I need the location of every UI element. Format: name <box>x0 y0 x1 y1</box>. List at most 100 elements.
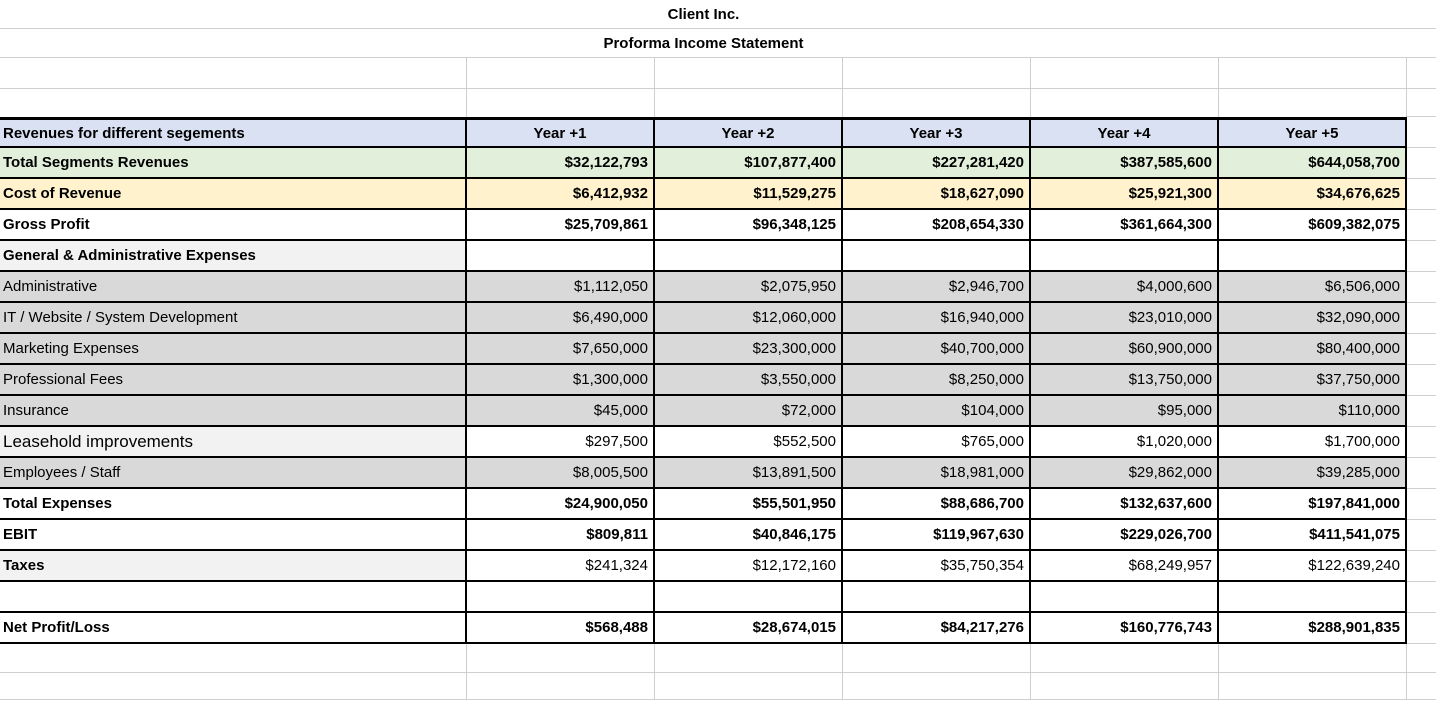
cell-value[interactable]: $227,281,420 <box>843 148 1031 179</box>
cell-value[interactable]: $229,026,700 <box>1031 520 1219 551</box>
cell-row-label[interactable]: Professional Fees <box>0 365 467 396</box>
cell-value[interactable]: $84,217,276 <box>843 613 1031 644</box>
cell-value[interactable]: $40,700,000 <box>843 334 1031 365</box>
cell-empty[interactable] <box>1407 673 1436 700</box>
cell-empty[interactable] <box>1407 303 1436 334</box>
cell-empty[interactable] <box>1407 241 1436 272</box>
cell-empty[interactable] <box>1407 29 1436 58</box>
cell-value[interactable]: $297,500 <box>467 427 655 458</box>
cell-empty[interactable] <box>1219 89 1407 117</box>
cell-value[interactable]: $25,921,300 <box>1031 179 1219 210</box>
cell-empty[interactable] <box>1407 365 1436 396</box>
cell-value[interactable]: $3,550,000 <box>655 365 843 396</box>
cell-value[interactable] <box>467 241 655 272</box>
cell-value[interactable] <box>655 241 843 272</box>
cell-value[interactable]: $55,501,950 <box>655 489 843 520</box>
cell-empty[interactable] <box>1407 148 1436 179</box>
cell-value[interactable]: $13,891,500 <box>655 458 843 489</box>
cell-value[interactable]: $122,639,240 <box>1219 551 1407 582</box>
cell-empty[interactable] <box>1219 58 1407 89</box>
cell-corner-header[interactable]: Revenues for different segements <box>0 117 467 148</box>
cell-value[interactable]: $208,654,330 <box>843 210 1031 241</box>
cell-row-label[interactable]: IT / Website / System Development <box>0 303 467 334</box>
cell-row-label[interactable]: General & Administrative Expenses <box>0 241 467 272</box>
cell-value[interactable]: $568,488 <box>467 613 655 644</box>
cell-year-header[interactable]: Year +4 <box>1031 117 1219 148</box>
cell-value[interactable]: $132,637,600 <box>1031 489 1219 520</box>
cell-empty[interactable] <box>1219 673 1407 700</box>
cell-value[interactable]: $34,676,625 <box>1219 179 1407 210</box>
cell-value[interactable]: $8,005,500 <box>467 458 655 489</box>
cell-value[interactable] <box>843 241 1031 272</box>
cell-value[interactable]: $2,946,700 <box>843 272 1031 303</box>
cell-value[interactable]: $80,400,000 <box>1219 334 1407 365</box>
cell-empty[interactable] <box>1407 89 1436 117</box>
cell-empty[interactable] <box>655 89 843 117</box>
cell-empty[interactable] <box>1407 427 1436 458</box>
cell-row-label[interactable]: Insurance <box>0 396 467 427</box>
cell-year-header[interactable]: Year +1 <box>467 117 655 148</box>
cell-row-label[interactable]: Gross Profit <box>0 210 467 241</box>
cell-value[interactable]: $6,490,000 <box>467 303 655 334</box>
cell-value[interactable]: $13,750,000 <box>1031 365 1219 396</box>
cell-value[interactable]: $809,811 <box>467 520 655 551</box>
cell-value[interactable]: $107,877,400 <box>655 148 843 179</box>
cell-empty[interactable] <box>467 644 655 673</box>
cell-value[interactable] <box>1219 241 1407 272</box>
cell-row-label[interactable]: Total Segments Revenues <box>0 148 467 179</box>
cell-value[interactable]: $25,709,861 <box>467 210 655 241</box>
cell-value[interactable]: $12,172,160 <box>655 551 843 582</box>
cell-value[interactable]: $11,529,275 <box>655 179 843 210</box>
cell-empty[interactable] <box>1407 179 1436 210</box>
company-title-cell[interactable]: Client Inc. <box>0 0 1407 29</box>
cell-value[interactable]: $609,382,075 <box>1219 210 1407 241</box>
cell-value[interactable]: $18,981,000 <box>843 458 1031 489</box>
cell-row-label[interactable]: Employees / Staff <box>0 458 467 489</box>
cell-empty[interactable] <box>0 58 467 89</box>
cell-empty[interactable] <box>1031 644 1219 673</box>
cell-empty[interactable] <box>467 58 655 89</box>
cell-value[interactable]: $45,000 <box>467 396 655 427</box>
cell-empty[interactable] <box>1407 58 1436 89</box>
cell-value[interactable]: $552,500 <box>655 427 843 458</box>
cell-value[interactable]: $39,285,000 <box>1219 458 1407 489</box>
cell-value[interactable] <box>655 582 843 613</box>
cell-value[interactable]: $411,541,075 <box>1219 520 1407 551</box>
cell-value[interactable]: $28,674,015 <box>655 613 843 644</box>
cell-year-header[interactable]: Year +2 <box>655 117 843 148</box>
cell-empty[interactable] <box>1407 458 1436 489</box>
cell-empty[interactable] <box>1219 644 1407 673</box>
cell-empty[interactable] <box>0 673 467 700</box>
cell-value[interactable]: $18,627,090 <box>843 179 1031 210</box>
cell-value[interactable]: $32,122,793 <box>467 148 655 179</box>
statement-title-cell[interactable]: Proforma Income Statement <box>0 29 1407 58</box>
cell-empty[interactable] <box>467 89 655 117</box>
cell-value[interactable]: $68,249,957 <box>1031 551 1219 582</box>
cell-row-label[interactable]: Taxes <box>0 551 467 582</box>
cell-empty[interactable] <box>1407 644 1436 673</box>
cell-value[interactable]: $119,967,630 <box>843 520 1031 551</box>
cell-value[interactable]: $1,112,050 <box>467 272 655 303</box>
cell-value[interactable]: $8,250,000 <box>843 365 1031 396</box>
cell-value[interactable]: $765,000 <box>843 427 1031 458</box>
cell-empty[interactable] <box>1407 613 1436 644</box>
cell-value[interactable]: $37,750,000 <box>1219 365 1407 396</box>
cell-value[interactable]: $95,000 <box>1031 396 1219 427</box>
cell-row-label[interactable]: Marketing Expenses <box>0 334 467 365</box>
cell-empty[interactable] <box>843 644 1031 673</box>
cell-value[interactable]: $16,940,000 <box>843 303 1031 334</box>
cell-row-label[interactable]: Leasehold improvements <box>0 427 467 458</box>
cell-empty[interactable] <box>655 673 843 700</box>
cell-value[interactable]: $29,862,000 <box>1031 458 1219 489</box>
cell-value[interactable]: $6,412,932 <box>467 179 655 210</box>
cell-empty[interactable] <box>1407 551 1436 582</box>
cell-value[interactable]: $361,664,300 <box>1031 210 1219 241</box>
cell-value[interactable]: $110,000 <box>1219 396 1407 427</box>
cell-row-label[interactable]: Administrative <box>0 272 467 303</box>
cell-value[interactable]: $35,750,354 <box>843 551 1031 582</box>
cell-value[interactable]: $32,090,000 <box>1219 303 1407 334</box>
cell-empty[interactable] <box>1407 210 1436 241</box>
cell-value[interactable]: $241,324 <box>467 551 655 582</box>
cell-value[interactable] <box>1219 582 1407 613</box>
cell-empty[interactable] <box>1407 0 1436 29</box>
